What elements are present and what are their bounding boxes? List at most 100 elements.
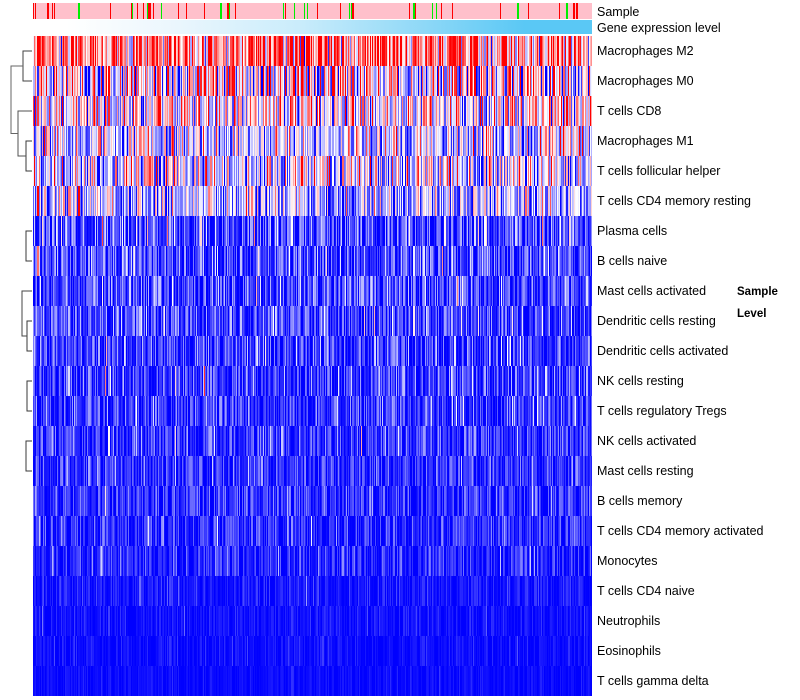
heatmap-cell [260,36,262,66]
heatmap-cell [142,36,144,66]
heatmap-cell [546,66,548,96]
heatmap-cell [586,36,588,66]
heatmap-cell [62,66,65,96]
heatmap-cell [399,66,401,96]
heatmap-cell [166,66,168,96]
heatmap-cell [274,66,276,96]
heatmap-cell [315,66,317,96]
heatmap-cell [515,66,517,96]
heatmap-cell [145,36,147,66]
heatmap-cell [347,36,350,66]
heatmap-cell [384,66,386,96]
heatmap-cell [79,66,81,96]
heatmap-cell [486,66,488,96]
heatmap-cell [366,66,368,96]
heatmap-cell [44,66,46,96]
heatmap-cell [187,66,189,96]
heatmap-cell [242,36,244,66]
heatmap-cell [110,66,112,96]
heatmap-cell [392,66,394,96]
sample-annotation-stripe [517,3,519,19]
heatmap-cell [442,66,444,96]
heatmap-cell [126,36,128,66]
heatmap-cell [402,36,404,66]
heatmap-cell [576,36,578,66]
heatmap-cell [245,36,248,66]
heatmap-cell [446,66,448,96]
heatmap-cell [300,36,302,66]
heatmap-cell [372,66,374,96]
heatmap-cell [323,36,325,66]
heatmap-cell [125,66,127,96]
heatmap-cell [238,66,240,96]
heatmap-cell [197,66,199,96]
heatmap-cell [262,66,264,96]
heatmap-cell [57,66,59,96]
heatmap-cell [564,36,566,66]
heatmap-cell [302,36,304,66]
heatmap-cell [330,66,332,96]
heatmap-cell [264,36,266,66]
heatmap-cell [227,66,229,96]
heatmap-cell [207,66,209,96]
heatmap-cell [174,36,177,66]
heatmap-cell [42,36,45,66]
heatmap-cell [176,36,178,66]
heatmap-cell [382,36,384,66]
heatmap-cell [352,36,354,66]
heatmap-cell [475,36,477,66]
dendrogram-link [25,140,32,172]
heatmap-cell [351,66,353,96]
heatmap-cell [257,36,259,66]
heatmap-cell [530,36,533,66]
heatmap-cell [504,36,506,66]
heatmap-cell [285,66,287,96]
heatmap-cell [316,36,319,66]
sample-annotation-track [33,3,592,19]
heatmap-cell [212,66,214,96]
heatmap-cell [300,66,302,96]
heatmap-cell [264,66,266,96]
heatmap-cell [397,36,399,66]
heatmap-cell [426,66,428,96]
heatmap-cell [353,36,355,66]
heatmap-cell [89,36,91,66]
heatmap-cell [108,66,110,96]
heatmap-cell [506,66,508,96]
heatmap-cell [518,36,520,66]
heatmap-cell [543,66,545,96]
heatmap-cell [168,66,170,96]
heatmap-cell [400,36,402,66]
heatmap-cell [106,66,108,96]
heatmap-cell [294,66,296,96]
heatmap-cell [494,36,496,66]
heatmap-cell [153,66,155,96]
heatmap-cell [67,66,69,96]
heatmap-cell [320,66,322,96]
heatmap-cell [589,36,591,66]
heatmap-cell [357,36,360,66]
heatmap-cell [277,66,279,96]
heatmap-cell [503,66,505,96]
heatmap-cell [494,66,496,96]
heatmap-cell [455,66,457,96]
heatmap-cell [326,36,328,66]
heatmap-cell [375,66,377,96]
heatmap-cell [471,66,473,96]
heatmap-cell [270,36,272,66]
heatmap-cell [466,36,468,66]
heatmap-cell [540,66,543,96]
heatmap-cell [513,36,515,66]
heatmap-cell [483,36,485,66]
heatmap-cell [270,66,272,96]
heatmap-cell [84,66,86,96]
heatmap-cell [355,66,357,96]
heatmap-cell [78,66,80,96]
heatmap-cell [82,66,84,96]
heatmap-row [33,246,592,276]
heatmap-cell [35,66,37,96]
heatmap-cell [108,36,110,66]
heatmap-cell [450,66,452,96]
heatmap-cell [577,36,579,66]
heatmap-cell [34,36,36,66]
